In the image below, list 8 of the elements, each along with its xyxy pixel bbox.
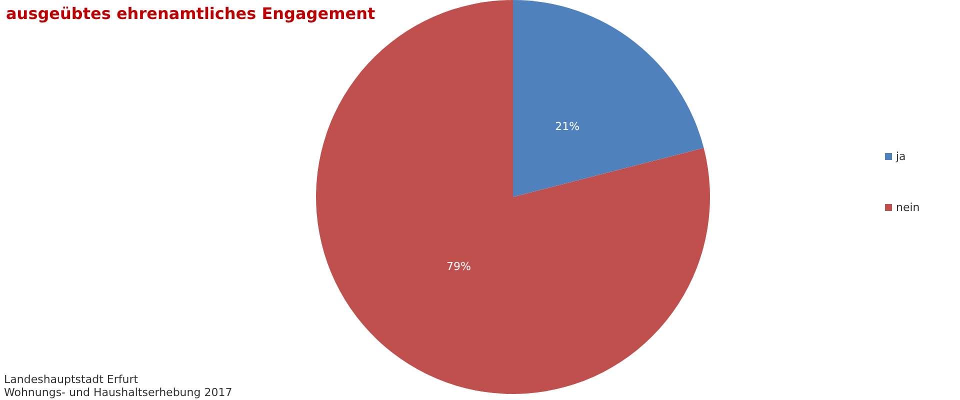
text: Wohnungs- und Haushaltserhebung 2017: [4, 386, 232, 399]
pie-slice: [513, 0, 704, 197]
legend-label: ja: [895, 150, 906, 164]
text: Landeshauptstadt Erfurt: [4, 373, 139, 386]
chart-title: ausgeübtes ehrenamtliches Engagement: [6, 4, 376, 23]
legend-label: nein: [896, 201, 920, 214]
data-label: 79%: [446, 260, 471, 274]
data-label: 21%: [555, 120, 580, 133]
